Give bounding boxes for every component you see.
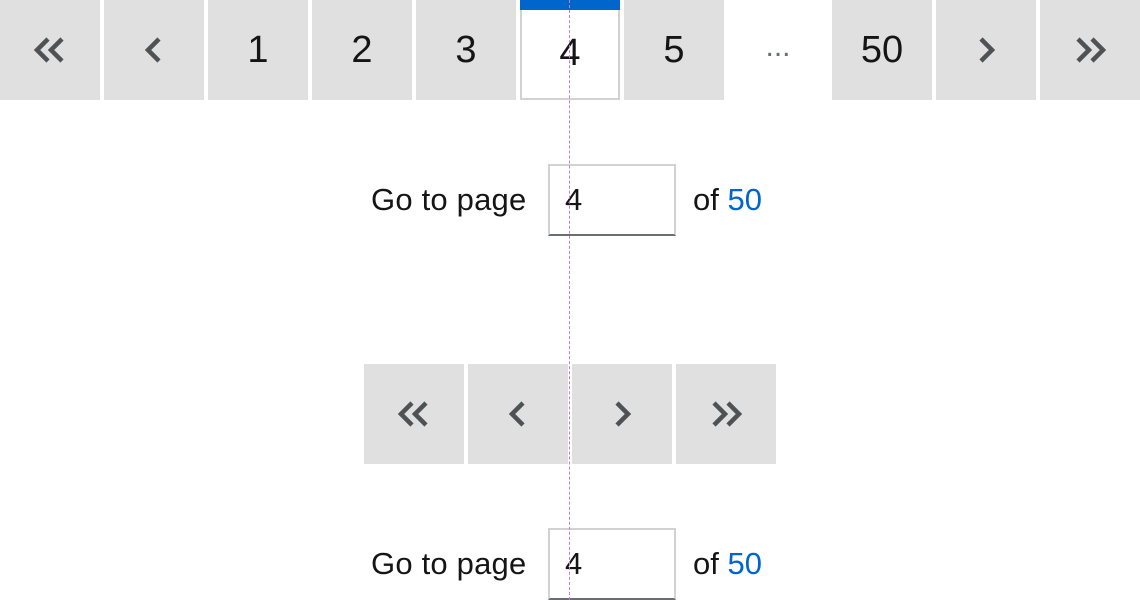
total-pages-value: 50: [727, 546, 762, 581]
first-page-button[interactable]: [0, 0, 100, 100]
page-button-5[interactable]: 5: [624, 0, 724, 100]
goto-page-label: Go to page: [371, 546, 527, 581]
page-button-3[interactable]: 3: [416, 0, 516, 100]
last-page-button[interactable]: [676, 364, 776, 464]
double-chevron-left-icon: [396, 399, 432, 429]
of-label: of: [693, 182, 719, 217]
goto-page-input[interactable]: [548, 528, 676, 600]
goto-page-row-bottom: Go to page of 50: [0, 528, 1140, 600]
pagination-ellipsis: ...: [728, 0, 828, 100]
last-page-button[interactable]: [1040, 0, 1140, 100]
double-chevron-right-icon: [1072, 35, 1108, 65]
page-number: 2: [351, 28, 373, 71]
page-number: 3: [455, 28, 477, 71]
next-page-button[interactable]: [936, 0, 1036, 100]
goto-page-row-top: Go to page of 50: [0, 164, 1140, 236]
page-number: 50: [860, 28, 904, 71]
chevron-left-icon: [143, 35, 165, 65]
prev-page-button[interactable]: [468, 364, 568, 464]
prev-page-button[interactable]: [104, 0, 204, 100]
chevron-left-icon: [507, 399, 529, 429]
page-button-2[interactable]: 2: [312, 0, 412, 100]
double-chevron-left-icon: [32, 35, 68, 65]
first-page-button[interactable]: [364, 364, 464, 464]
page-number: 4: [559, 31, 581, 74]
page-number: 1: [247, 28, 269, 71]
double-chevron-right-icon: [708, 399, 744, 429]
page-button-last[interactable]: 50: [832, 0, 932, 100]
total-pages-value: 50: [727, 182, 762, 217]
chevron-right-icon: [975, 35, 997, 65]
next-page-button[interactable]: [572, 364, 672, 464]
page-count-text: of 50: [693, 546, 762, 582]
chevron-right-icon: [611, 399, 633, 429]
goto-page-label: Go to page: [371, 182, 527, 217]
of-label: of: [693, 546, 719, 581]
page-number: 5: [663, 28, 685, 71]
page-count-text: of 50: [693, 182, 762, 218]
page-button-1[interactable]: 1: [208, 0, 308, 100]
ellipsis-text: ...: [765, 30, 791, 63]
goto-page-input[interactable]: [548, 164, 676, 236]
page-button-4-current[interactable]: 4: [520, 0, 620, 100]
